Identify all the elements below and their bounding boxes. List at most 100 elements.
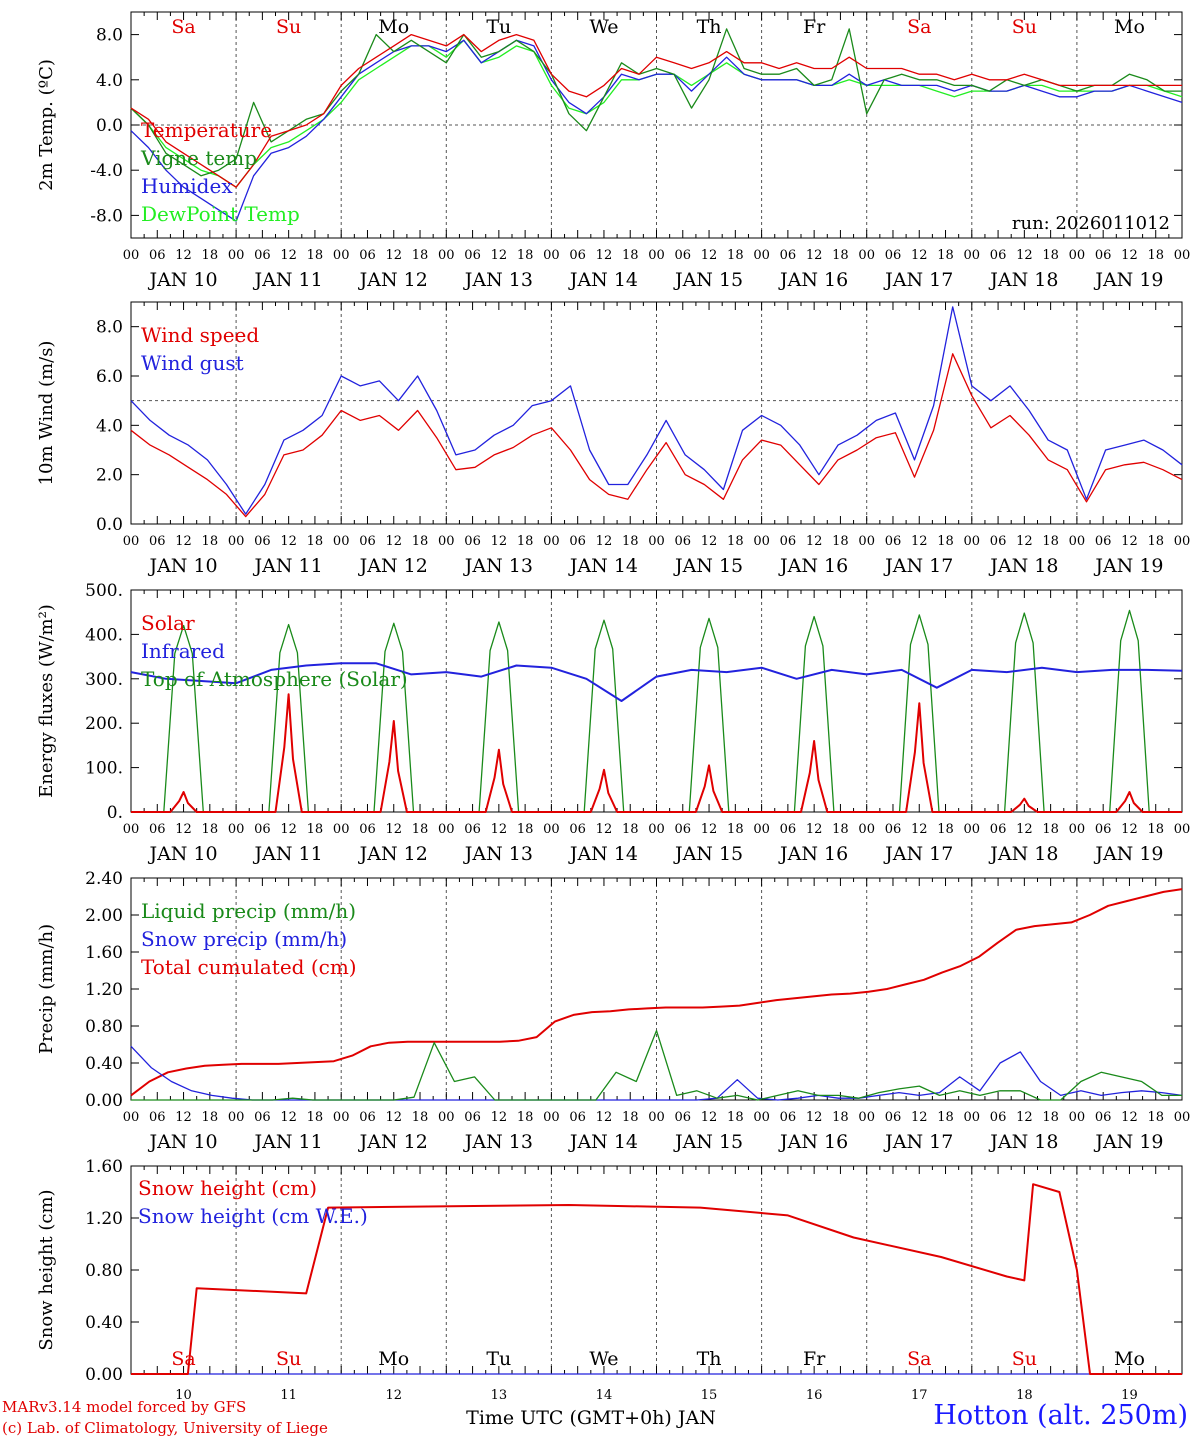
hour-tick-label: 06 xyxy=(1095,1110,1112,1125)
hour-tick-label: 06 xyxy=(149,534,166,549)
y-tick-label: 4.0 xyxy=(96,416,123,436)
hour-tick-label: 06 xyxy=(359,822,376,837)
date-label: JAN 13 xyxy=(463,843,533,865)
series-line xyxy=(130,39,1183,222)
hour-tick-label: 18 xyxy=(307,1110,324,1125)
hour-tick-label: 06 xyxy=(149,248,166,263)
series-line xyxy=(131,1029,1182,1101)
date-label: JAN 15 xyxy=(673,1131,743,1153)
hour-tick-label: 06 xyxy=(990,1110,1007,1125)
hour-tick-label: 00 xyxy=(753,248,770,263)
hour-tick-label: 18 xyxy=(727,534,744,549)
hour-tick-label: 12 xyxy=(1121,534,1138,549)
hour-tick-label: 18 xyxy=(832,248,849,263)
date-label: JAN 13 xyxy=(463,1131,533,1153)
y-tick-label: 1.20 xyxy=(85,980,123,1000)
y-tick-label: 0. xyxy=(107,803,123,823)
hour-tick-label: 06 xyxy=(780,822,797,837)
y-tick-label: 0.40 xyxy=(85,1054,123,1074)
hour-tick-label: 00 xyxy=(123,1110,140,1125)
day-name-label: Sa xyxy=(171,16,195,38)
hour-tick-label: 18 xyxy=(622,534,639,549)
day-name-label: Th xyxy=(697,1348,722,1370)
hour-tick-label: 18 xyxy=(412,822,429,837)
day-name-label: Su xyxy=(276,1348,301,1370)
hour-tick-label: 12 xyxy=(701,248,718,263)
hour-tick-label: 00 xyxy=(228,534,245,549)
series-line xyxy=(130,888,1183,1097)
hour-tick-label: 12 xyxy=(491,534,508,549)
hour-tick-label: 06 xyxy=(675,248,692,263)
legend-entry: Wind gust xyxy=(141,351,244,375)
hour-tick-label: 00 xyxy=(228,248,245,263)
day-number-label: 12 xyxy=(385,1388,402,1403)
panel-1: -8.0 -4.0 0.0 4.0 8.0 2m Temp. (ºC) 00 06 12 18 00… xyxy=(36,11,1191,291)
hour-tick-label: 00 xyxy=(1069,822,1086,837)
date-label: JAN 10 xyxy=(147,555,217,577)
hour-tick-label: 06 xyxy=(569,822,586,837)
y-tick-label: 0.80 xyxy=(85,1017,123,1037)
hour-tick-label: 18 xyxy=(937,822,954,837)
date-label: JAN 11 xyxy=(253,843,323,865)
y-tick-label: -4.0 xyxy=(90,161,123,181)
date-label: JAN 19 xyxy=(1093,1131,1163,1153)
date-label: JAN 19 xyxy=(1093,269,1163,291)
hour-tick-label: 12 xyxy=(1016,248,1033,263)
day-name-label: Mo xyxy=(378,16,409,38)
hour-tick-label: 06 xyxy=(675,822,692,837)
hour-tick-label: 06 xyxy=(1095,534,1112,549)
hour-tick-label: 00 xyxy=(1174,248,1191,263)
date-label: JAN 17 xyxy=(883,843,953,865)
y-tick-label: 1.20 xyxy=(85,1209,123,1229)
hour-tick-label: 18 xyxy=(832,822,849,837)
hour-tick-label: 06 xyxy=(990,534,1007,549)
y-tick-label: 0.00 xyxy=(85,1365,123,1385)
hour-tick-label: 12 xyxy=(280,248,297,263)
hour-tick-label: 06 xyxy=(359,534,376,549)
series-line xyxy=(130,33,1182,188)
date-label: JAN 12 xyxy=(358,555,428,577)
hour-tick-label: 00 xyxy=(753,822,770,837)
hour-tick-label: 12 xyxy=(701,534,718,549)
hour-tick-label: 12 xyxy=(491,248,508,263)
hour-tick-label: 18 xyxy=(1147,822,1164,837)
series-line xyxy=(130,662,1183,702)
hour-tick-label: 06 xyxy=(254,822,271,837)
y-tick-label: 100. xyxy=(85,759,123,779)
hour-tick-label: 06 xyxy=(359,248,376,263)
run-label: run: 2026011012 xyxy=(1012,213,1170,234)
date-label: JAN 19 xyxy=(1093,843,1163,865)
hour-tick-label: 06 xyxy=(780,1110,797,1125)
hour-tick-label: 06 xyxy=(149,1110,166,1125)
day-number-label: 11 xyxy=(280,1388,297,1403)
hour-tick-label: 06 xyxy=(885,822,902,837)
hour-tick-label: 12 xyxy=(280,534,297,549)
legend-entry: Solar xyxy=(141,611,195,635)
day-name-label: Sa xyxy=(907,16,931,38)
hour-tick-label: 06 xyxy=(780,534,797,549)
day-number-label: 16 xyxy=(806,1388,823,1403)
hour-tick-label: 12 xyxy=(911,1110,928,1125)
date-label: JAN 13 xyxy=(463,555,533,577)
day-name-label: We xyxy=(589,1348,618,1370)
y-tick-label: 0.00 xyxy=(85,1091,123,1111)
y-tick-label: 8.0 xyxy=(96,318,123,338)
date-label: JAN 12 xyxy=(358,843,428,865)
y-tick-label: 400. xyxy=(85,625,123,645)
hour-tick-label: 18 xyxy=(937,248,954,263)
hour-tick-label: 12 xyxy=(175,534,192,549)
legend-entry: Vigne temp xyxy=(140,146,257,170)
hour-tick-label: 00 xyxy=(228,822,245,837)
hour-tick-label: 12 xyxy=(1121,822,1138,837)
hour-tick-label: 12 xyxy=(806,248,823,263)
y-tick-label: 2.0 xyxy=(96,466,123,486)
hour-tick-label: 12 xyxy=(911,534,928,549)
day-name-label: Fr xyxy=(803,16,826,38)
hour-tick-label: 00 xyxy=(228,1110,245,1125)
hour-tick-label: 12 xyxy=(1121,248,1138,263)
day-name-label: Tu xyxy=(486,1348,511,1370)
hour-tick-label: 00 xyxy=(1069,534,1086,549)
hour-tick-label: 00 xyxy=(438,822,455,837)
hour-tick-label: 12 xyxy=(1016,534,1033,549)
hour-tick-label: 12 xyxy=(1016,822,1033,837)
